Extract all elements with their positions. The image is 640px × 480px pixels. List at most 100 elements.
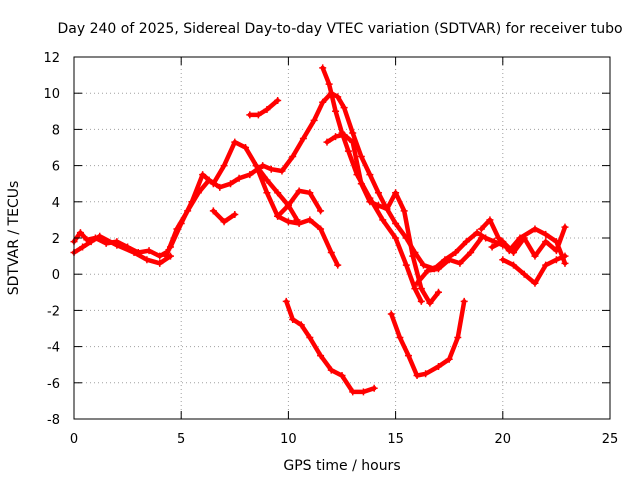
data-point	[188, 198, 196, 206]
data-point	[327, 248, 335, 256]
data-point	[216, 183, 224, 191]
series-rise-b	[166, 138, 301, 251]
data-point	[387, 310, 395, 318]
series-line	[247, 98, 280, 118]
data-point	[422, 370, 430, 378]
y-tick-label: 4	[52, 196, 60, 211]
data-point	[295, 187, 303, 195]
data-point	[156, 259, 164, 267]
data-point	[317, 207, 325, 215]
data-point	[542, 238, 550, 246]
data-series	[70, 64, 569, 396]
data-point	[349, 129, 357, 137]
series-dip-cluster	[209, 207, 239, 226]
data-point	[327, 366, 335, 374]
data-point	[220, 218, 228, 226]
data-point	[473, 229, 481, 237]
x-axis-label: GPS time / hours	[283, 458, 400, 474]
data-point	[383, 205, 391, 213]
series-bump	[274, 187, 325, 220]
data-point	[156, 252, 164, 260]
data-point	[338, 372, 346, 380]
data-point	[510, 248, 518, 256]
data-point	[456, 259, 464, 267]
data-point	[552, 238, 560, 246]
data-point	[561, 223, 569, 231]
data-point	[319, 98, 327, 106]
y-tick-label: 8	[52, 123, 60, 138]
data-point	[289, 153, 297, 161]
grid-lines	[74, 57, 610, 419]
data-point	[278, 167, 286, 175]
y-tick-label: -2	[47, 304, 60, 319]
data-point	[542, 230, 550, 238]
y-tick-label: -6	[47, 377, 60, 392]
data-point	[379, 216, 387, 224]
data-point	[332, 133, 340, 141]
data-point	[452, 248, 460, 256]
data-point	[404, 352, 412, 360]
data-point	[242, 144, 250, 151]
data-point	[306, 189, 314, 197]
data-point	[510, 261, 518, 269]
data-point	[359, 388, 367, 396]
data-point	[177, 220, 185, 228]
data-point	[166, 243, 174, 251]
data-point	[199, 171, 207, 179]
data-point	[274, 189, 282, 197]
data-point	[87, 238, 95, 246]
data-point	[531, 252, 539, 260]
series-early-band-low	[70, 232, 174, 267]
data-point	[252, 162, 260, 170]
data-point	[130, 248, 138, 256]
data-point	[477, 225, 485, 233]
series-line	[284, 299, 377, 395]
data-point	[340, 104, 348, 112]
x-tick-label: 25	[602, 432, 619, 447]
data-point	[323, 138, 331, 146]
data-point	[344, 147, 352, 155]
data-point	[454, 334, 462, 342]
data-point	[113, 241, 121, 249]
data-point	[467, 248, 475, 256]
series-neg-a	[282, 297, 378, 396]
data-point	[143, 256, 151, 264]
series-late-rise	[413, 234, 485, 287]
x-tick-label: 20	[495, 432, 512, 447]
data-point	[209, 180, 217, 188]
data-point	[552, 256, 560, 264]
data-point	[209, 207, 217, 215]
series-line	[389, 299, 467, 378]
data-point	[145, 247, 153, 255]
data-point	[505, 247, 513, 255]
data-point	[531, 225, 539, 233]
data-point	[417, 285, 425, 293]
series-peak-11	[319, 64, 425, 305]
data-point	[460, 297, 468, 305]
series-late-high	[477, 216, 569, 267]
data-point	[434, 265, 442, 273]
data-point	[284, 218, 292, 226]
data-point	[332, 107, 340, 115]
data-point	[488, 243, 496, 251]
data-point	[419, 261, 427, 269]
data-point	[246, 111, 254, 119]
data-point	[392, 220, 400, 228]
data-point	[263, 189, 271, 197]
data-point	[340, 131, 348, 139]
y-tick-label: 12	[43, 51, 60, 66]
data-point	[282, 297, 290, 305]
data-point	[227, 180, 235, 188]
data-point	[520, 270, 528, 278]
data-point	[274, 96, 282, 104]
series-high-short	[246, 96, 282, 119]
data-point	[231, 210, 239, 218]
y-tick-label: 0	[52, 268, 60, 283]
data-point	[396, 334, 404, 342]
data-point	[295, 220, 303, 228]
y-axis-label: SDTVAR / TECUs	[6, 181, 22, 296]
data-point	[162, 252, 170, 260]
data-point	[400, 207, 408, 215]
data-point	[76, 229, 84, 237]
data-point	[259, 162, 267, 170]
